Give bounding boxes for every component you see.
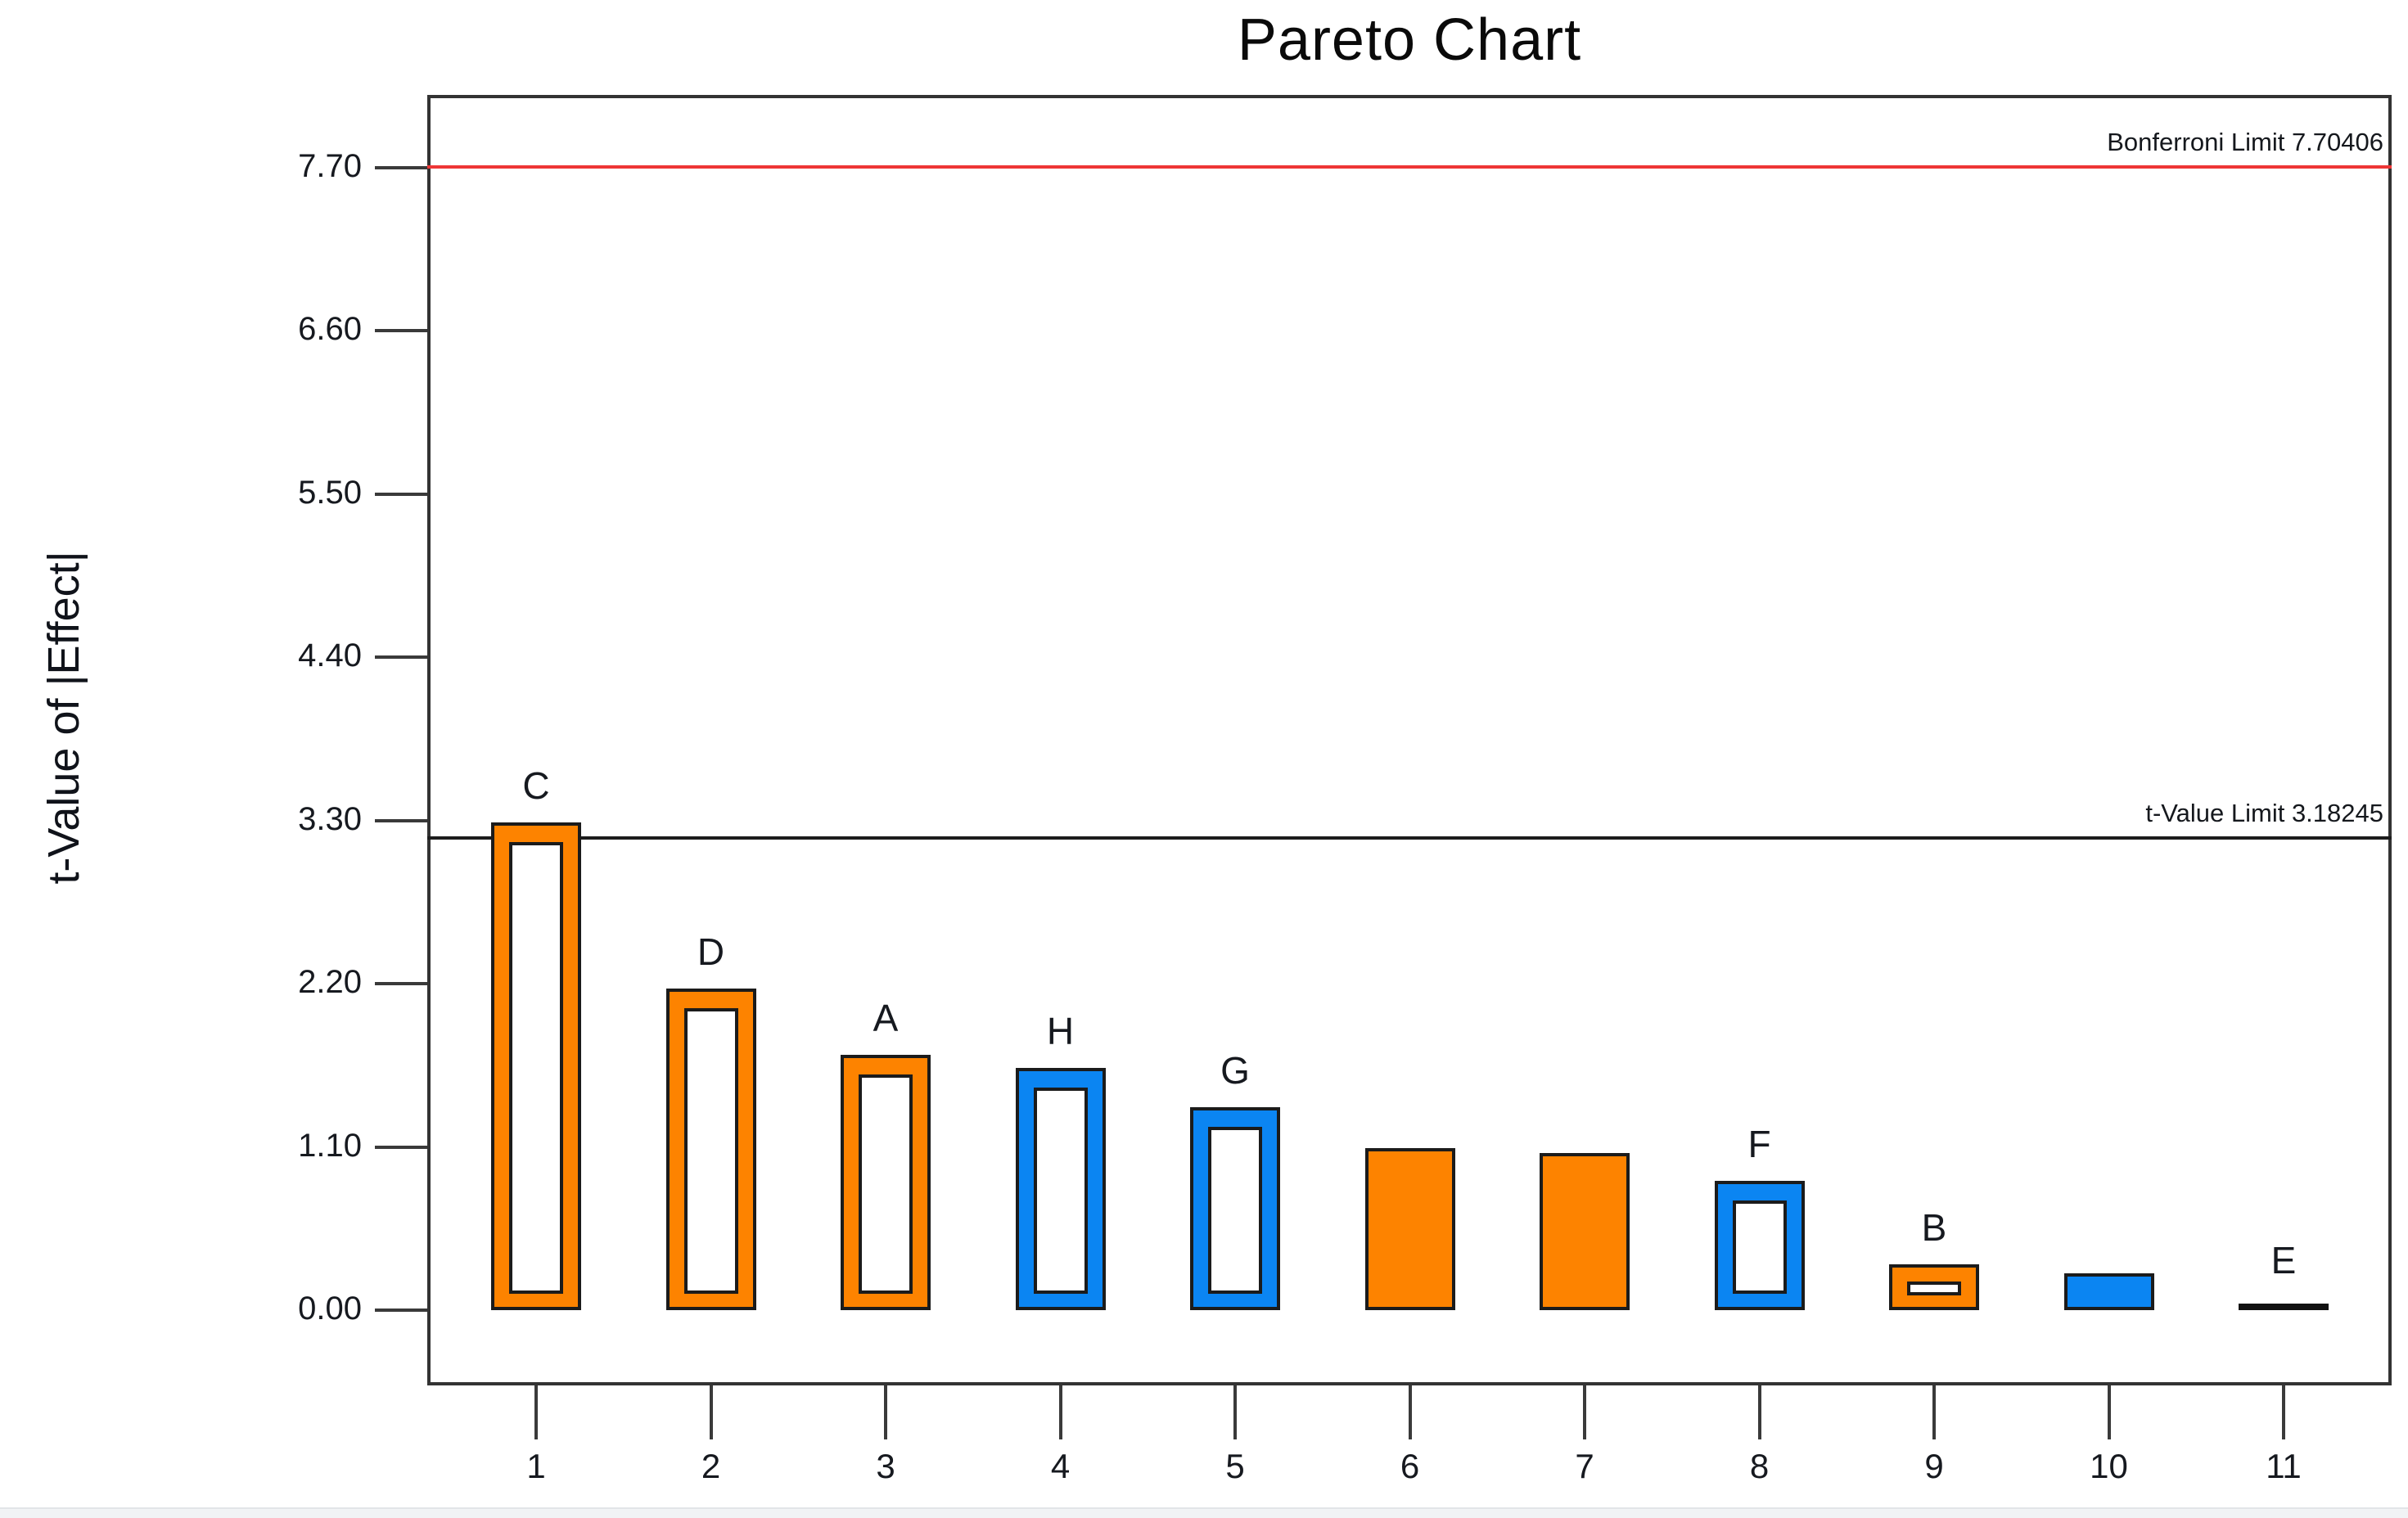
bonferroni-limit-line <box>427 165 2392 169</box>
x-axis-tick-mark <box>709 1385 713 1439</box>
x-axis-tick-label: 8 <box>1749 1447 1770 1485</box>
y-axis-tick-mark <box>375 1309 427 1312</box>
y-axis-tick-mark <box>375 329 427 333</box>
y-axis-tick-label: 5.50 <box>298 474 362 511</box>
bar-5-letter-label: G <box>1220 1048 1250 1092</box>
chart-title: Pareto Chart <box>1237 7 1582 73</box>
x-axis-tick-mark <box>2107 1385 2111 1439</box>
bonferroni-limit-label: Bonferroni Limit 7.70406 <box>2107 128 2383 157</box>
bar-1-letter-label: C <box>522 764 550 807</box>
y-axis-tick-mark <box>375 655 427 660</box>
bar-4-letter-label: H <box>1046 1010 1075 1053</box>
x-axis-tick-mark <box>884 1385 887 1439</box>
y-axis-tick-label: 0.00 <box>298 1291 362 1327</box>
x-axis-tick-label: 11 <box>2266 1447 2302 1485</box>
bar-8-letter-label: F <box>1747 1123 1771 1166</box>
bar-10 <box>2063 1273 2154 1310</box>
bar-4-hollow-window <box>1033 1088 1088 1294</box>
x-axis-tick-label: 10 <box>2090 1447 2128 1485</box>
bar-7 <box>1540 1152 1630 1310</box>
bar-8-hollow-window <box>1732 1200 1787 1294</box>
x-axis-tick-mark <box>1408 1385 1412 1439</box>
bar-11-near-zero-line <box>2239 1304 2329 1311</box>
bar-1-hollow-window <box>509 841 563 1294</box>
bar-9-B <box>1889 1263 1979 1310</box>
x-axis-tick-label: 1 <box>526 1447 546 1485</box>
bar-4-H <box>1015 1068 1106 1310</box>
y-axis-title: t-Value of |Effect| <box>39 551 88 885</box>
x-axis-tick-label: 4 <box>1050 1447 1071 1485</box>
bar-3-hollow-window <box>859 1074 913 1294</box>
bar-2-hollow-window <box>683 1007 738 1294</box>
y-axis-tick-mark <box>375 492 427 496</box>
x-axis-tick-mark <box>1058 1385 1062 1439</box>
bar-3-A <box>841 1055 931 1310</box>
x-axis-tick-label: 7 <box>1575 1447 1594 1485</box>
bar-5-G <box>1190 1106 1280 1310</box>
bar-6 <box>1364 1148 1455 1310</box>
bar-9-hollow-window <box>1907 1281 1961 1295</box>
x-axis-tick-mark <box>1932 1385 1936 1439</box>
y-axis-tick-label: 3.30 <box>298 800 362 837</box>
bar-2-D <box>665 988 756 1310</box>
bar-2-letter-label: D <box>697 930 725 973</box>
y-axis-tick-label: 1.10 <box>298 1127 362 1164</box>
t-value-limit-label: t-Value Limit 3.18245 <box>2145 799 2383 828</box>
y-axis-tick-mark <box>375 982 427 986</box>
x-axis-tick-mark <box>2282 1385 2285 1439</box>
y-axis-tick-mark <box>375 1145 427 1149</box>
y-axis-tick-label: 7.70 <box>298 147 362 184</box>
x-axis-tick-label: 5 <box>1225 1447 1245 1485</box>
t-value-limit-line <box>427 836 2392 840</box>
bar-1-C <box>491 822 581 1310</box>
y-axis-tick-mark <box>375 818 427 822</box>
x-axis-tick-mark <box>1583 1385 1586 1439</box>
x-axis-tick-mark <box>1233 1385 1237 1439</box>
x-axis-tick-label: 2 <box>701 1447 721 1485</box>
bar-8-F <box>1714 1181 1805 1310</box>
y-axis-tick-label: 6.60 <box>298 311 362 348</box>
x-axis-tick-mark <box>1757 1385 1761 1439</box>
bar-11-letter-label: E <box>2270 1239 2297 1282</box>
x-axis-tick-mark <box>534 1385 538 1439</box>
x-axis-tick-label: 6 <box>1400 1447 1420 1485</box>
y-axis-tick-mark <box>375 165 427 169</box>
x-axis-tick-label: 9 <box>1924 1447 1944 1485</box>
y-axis-tick-label: 2.20 <box>298 964 362 1001</box>
window-bottom-strip <box>0 1507 2408 1518</box>
bar-5-hollow-window <box>1208 1126 1262 1294</box>
bar-3-letter-label: A <box>873 997 899 1040</box>
x-axis-tick-label: 3 <box>876 1447 895 1485</box>
bar-9-letter-label: B <box>1921 1205 1947 1249</box>
y-axis-tick-label: 4.40 <box>298 637 362 674</box>
